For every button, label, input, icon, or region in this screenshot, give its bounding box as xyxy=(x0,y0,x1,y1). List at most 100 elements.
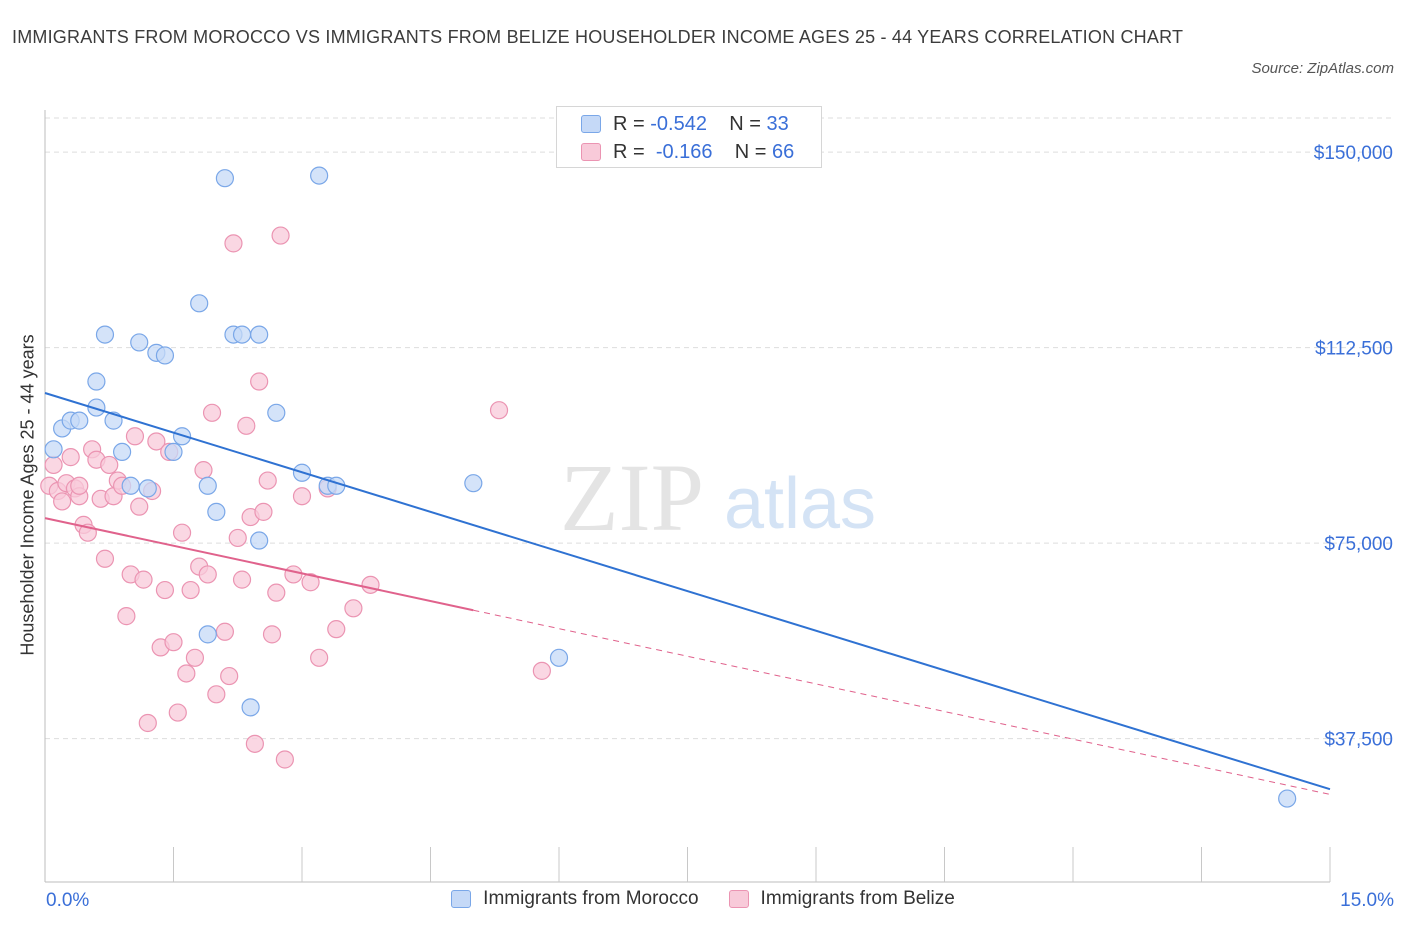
source-label: Source: ZipAtlas.com xyxy=(1251,60,1394,77)
watermark-zip: ZIP xyxy=(560,444,704,551)
data-point xyxy=(168,703,187,722)
legend-swatch-belize xyxy=(581,143,601,161)
data-point xyxy=(262,625,282,644)
data-point xyxy=(164,633,183,652)
trend-line-belize xyxy=(44,517,474,612)
data-point xyxy=(134,570,153,589)
data-point xyxy=(258,471,277,490)
series-belize-points xyxy=(40,226,551,769)
axes xyxy=(44,110,1331,883)
legend-n-label: N = xyxy=(734,140,767,163)
legend-swatch-morocco xyxy=(451,890,472,908)
legend-row-belize: R = -0.166 N = 66 xyxy=(581,139,794,165)
data-point xyxy=(100,455,119,475)
legend-r-label: R = xyxy=(613,112,645,135)
data-point xyxy=(190,294,209,313)
data-point xyxy=(232,325,252,344)
data-point xyxy=(1278,789,1297,808)
data-point xyxy=(53,492,72,511)
data-point xyxy=(138,713,157,733)
trend-line-morocco xyxy=(44,392,1331,791)
data-point xyxy=(224,234,243,253)
data-point xyxy=(250,325,269,344)
data-point xyxy=(207,502,226,521)
data-point xyxy=(202,403,222,422)
y-tick-label: $112,500 xyxy=(1315,339,1393,360)
trend-lines xyxy=(44,392,1331,795)
legend-swatch-belize xyxy=(728,890,749,908)
data-point xyxy=(194,461,213,480)
data-point xyxy=(87,398,106,417)
data-point xyxy=(241,698,260,717)
data-point xyxy=(284,565,303,584)
data-point xyxy=(250,531,269,550)
data-point xyxy=(232,570,252,589)
data-point xyxy=(327,620,346,639)
data-point xyxy=(155,580,175,600)
data-point xyxy=(489,401,509,420)
data-point xyxy=(310,166,329,185)
data-point xyxy=(87,372,106,391)
data-point xyxy=(310,648,329,667)
data-point xyxy=(198,625,217,644)
data-point xyxy=(61,448,80,467)
data-point xyxy=(70,411,89,430)
y-tick-label: $75,000 xyxy=(1324,534,1393,555)
trend-line-belize-extension xyxy=(473,609,1331,795)
data-point xyxy=(130,333,149,352)
data-point xyxy=(361,575,380,594)
series-morocco-points xyxy=(44,166,1297,808)
legend-n-label: N = xyxy=(729,112,761,135)
data-point xyxy=(95,325,115,344)
data-point xyxy=(138,479,157,498)
legend-r-value: -0.542 xyxy=(650,112,707,135)
data-point xyxy=(267,583,286,602)
data-point xyxy=(275,750,294,769)
legend-label-morocco: Immigrants from Morocco xyxy=(483,888,699,909)
data-point xyxy=(215,622,234,641)
data-point xyxy=(254,502,273,521)
data-point xyxy=(198,565,217,584)
watermark-atlas: atlas xyxy=(724,464,876,544)
data-point xyxy=(70,476,89,495)
data-point xyxy=(121,476,140,495)
data-point xyxy=(44,455,63,475)
data-point xyxy=(147,432,166,451)
legend-row-morocco: R = -0.542 N = 33 xyxy=(581,111,789,137)
data-point xyxy=(172,523,192,542)
data-point xyxy=(250,372,269,391)
data-point xyxy=(237,416,256,435)
legend-swatch-morocco xyxy=(581,115,601,133)
legend-label-belize: Immigrants from Belize xyxy=(760,888,955,909)
legend-n-value: 33 xyxy=(766,112,789,135)
x-tick-min: 0.0% xyxy=(46,890,90,911)
data-point xyxy=(327,476,346,495)
legend-item-belize: Immigrants from Belize xyxy=(728,888,955,910)
legend-item-morocco: Immigrants from Morocco xyxy=(451,888,699,910)
data-point xyxy=(95,549,115,568)
data-point xyxy=(344,599,363,618)
data-point xyxy=(267,403,286,422)
data-point xyxy=(185,648,205,667)
data-point xyxy=(245,734,264,753)
correlation-legend: R = -0.542 N = 33 R = -0.166 N = 66 xyxy=(556,106,822,168)
data-point xyxy=(181,580,200,600)
data-point xyxy=(44,440,63,459)
data-point xyxy=(464,474,483,493)
data-point xyxy=(215,169,234,188)
y-tick-label: $37,500 xyxy=(1324,730,1393,751)
data-point xyxy=(271,226,290,245)
data-point xyxy=(112,442,132,461)
legend-r-label: R = xyxy=(613,140,645,163)
x-tick-max: 15.0% xyxy=(1340,890,1394,911)
data-point xyxy=(207,685,226,704)
data-point xyxy=(532,661,551,680)
data-point xyxy=(228,528,247,548)
data-point xyxy=(220,666,239,686)
data-point xyxy=(130,497,149,516)
data-point xyxy=(164,442,183,461)
legend-n-value: 66 xyxy=(772,140,795,163)
series-legend: Immigrants from Morocco Immigrants from … xyxy=(0,888,1406,910)
data-point xyxy=(155,346,175,365)
